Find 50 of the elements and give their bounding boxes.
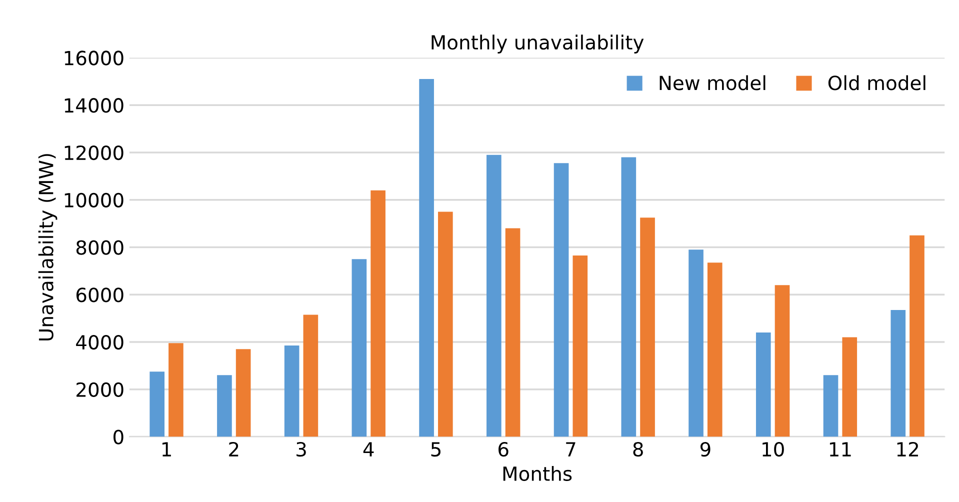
- bar: [284, 346, 300, 437]
- bar: [554, 163, 569, 437]
- y-tick-label: 10000: [64, 192, 124, 208]
- bar: [707, 262, 722, 437]
- x-tick-label: 9: [700, 442, 710, 457]
- y-axis-title: Unavailability (MW): [38, 154, 58, 340]
- bar: [217, 375, 232, 437]
- x-tick-label: 12: [897, 442, 918, 456]
- y-tick-label: 14000: [64, 98, 124, 113]
- x-tick-label: 5: [431, 442, 440, 457]
- y-tick-label: 2000: [76, 382, 124, 398]
- legend-label: Old model: [828, 75, 926, 90]
- bar: [621, 157, 636, 437]
- bar: [505, 228, 520, 437]
- y-tick-label: 12000: [64, 145, 124, 160]
- bar: [640, 218, 655, 437]
- bar: [168, 343, 184, 437]
- x-tick-label: 3: [296, 442, 306, 457]
- x-axis-title: Months: [503, 466, 572, 482]
- bar: [774, 285, 790, 437]
- bar: [370, 190, 386, 437]
- x-tick-label: 4: [363, 442, 374, 456]
- bar: [150, 372, 164, 437]
- bar: [236, 349, 251, 437]
- bar: [486, 154, 502, 437]
- x-tick-label: 10: [762, 442, 784, 457]
- y-tick-label: 8000: [76, 240, 124, 255]
- x-tick-label: 7: [566, 442, 576, 456]
- bar: [419, 79, 434, 437]
- bar: [352, 259, 367, 437]
- legend-label: New model: [660, 75, 766, 90]
- x-tick-label: 6: [498, 442, 508, 457]
- y-tick-label: 16000: [64, 50, 124, 66]
- y-tick-label: 6000: [76, 288, 124, 302]
- bar: [688, 250, 704, 437]
- bar: [303, 314, 318, 437]
- bar: [910, 235, 924, 437]
- bar: [823, 375, 838, 437]
- bar: [890, 310, 906, 437]
- bar: [756, 332, 771, 437]
- x-tick-label: 11: [830, 442, 851, 456]
- x-tick-label: 1: [162, 442, 171, 456]
- bar: [842, 337, 858, 437]
- y-tick-label: 4000: [76, 334, 124, 350]
- x-tick-label: 8: [633, 442, 643, 457]
- chart-title: Monthly unavailability: [432, 34, 644, 54]
- x-tick-label: 2: [229, 442, 238, 456]
- bar: [572, 256, 588, 437]
- y-tick-label: 0: [114, 430, 124, 444]
- bar: [438, 212, 453, 437]
